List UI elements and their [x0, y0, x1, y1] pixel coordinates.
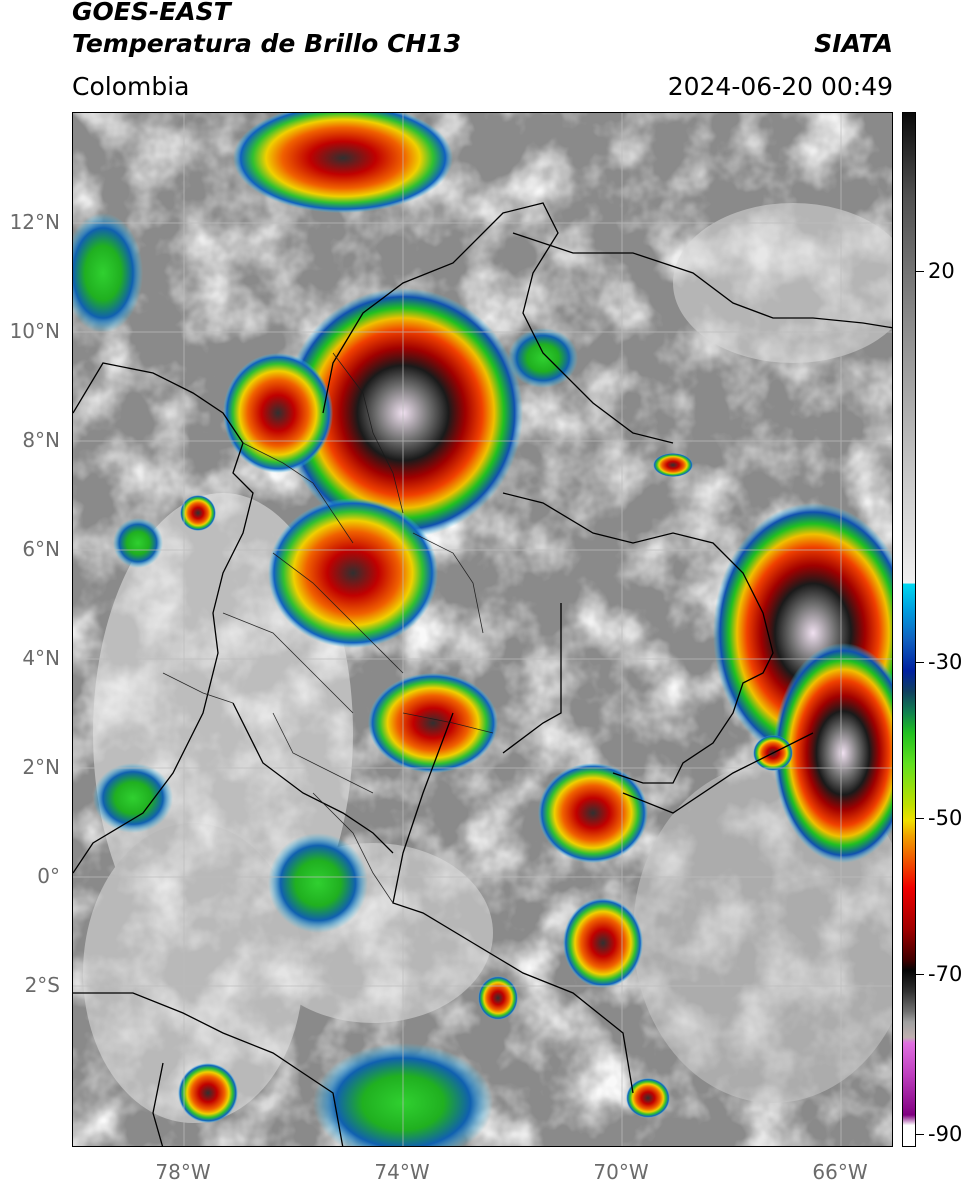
lon-label: 70°W: [593, 1160, 649, 1184]
title-product: Temperatura de Brillo CH13: [72, 29, 462, 58]
storm-cell: [626, 1078, 670, 1118]
storm-cell: [233, 113, 453, 213]
lon-label: 66°W: [812, 1160, 868, 1184]
storm-cell: [368, 673, 498, 773]
colorbar-label: 20: [928, 259, 955, 283]
timestamp-label: 2024-06-20 00:49: [667, 72, 893, 101]
storm-cell: [268, 498, 438, 648]
lat-label: 10°N: [9, 319, 60, 343]
storm-cell: [73, 213, 143, 333]
lon-label: 78°W: [155, 1160, 211, 1184]
storm-cell: [113, 518, 163, 568]
lat-label: 0°: [37, 864, 60, 888]
storm-cell: [178, 1063, 238, 1123]
lat-label: 2°N: [22, 755, 60, 779]
graticule: [73, 113, 892, 1146]
cloud-cover: [83, 203, 892, 1123]
storm-cell: [268, 833, 368, 933]
satellite-map: [72, 112, 893, 1147]
storm-cell: [653, 453, 693, 477]
colorbar-tick: [916, 974, 924, 975]
storm-cells: [73, 113, 892, 1146]
colorbar-label: -50: [928, 806, 963, 830]
storm-cell: [223, 353, 333, 473]
storm-cell: [538, 763, 648, 863]
colorbar-tick: [916, 1134, 924, 1135]
storm-cell: [563, 898, 643, 988]
storm-cell: [773, 643, 892, 863]
borders: [73, 202, 892, 1146]
colorbar-tick: [916, 818, 924, 819]
brand-label: SIATA: [814, 29, 893, 58]
colorbar: [902, 112, 916, 1147]
colorbar-label: -30: [928, 650, 963, 674]
storm-cell: [180, 495, 216, 531]
lat-label: 12°N: [9, 210, 60, 234]
region-label: Colombia: [72, 72, 190, 101]
colorbar-tick: [916, 662, 924, 663]
lat-label: 4°N: [22, 646, 60, 670]
admin-boundaries: [162, 352, 494, 904]
lat-label: 8°N: [22, 428, 60, 452]
colorbar-label: -70: [928, 962, 963, 986]
lat-label: 2°S: [24, 973, 60, 997]
colorbar-tick: [916, 271, 924, 272]
colorbar-label: -90: [928, 1122, 963, 1146]
storm-cell: [93, 763, 173, 833]
title-satellite: GOES-EAST: [72, 0, 231, 26]
lon-label: 74°W: [374, 1160, 430, 1184]
lat-label: 6°N: [22, 537, 60, 561]
storm-cell: [478, 976, 518, 1020]
storm-cell: [508, 328, 578, 388]
